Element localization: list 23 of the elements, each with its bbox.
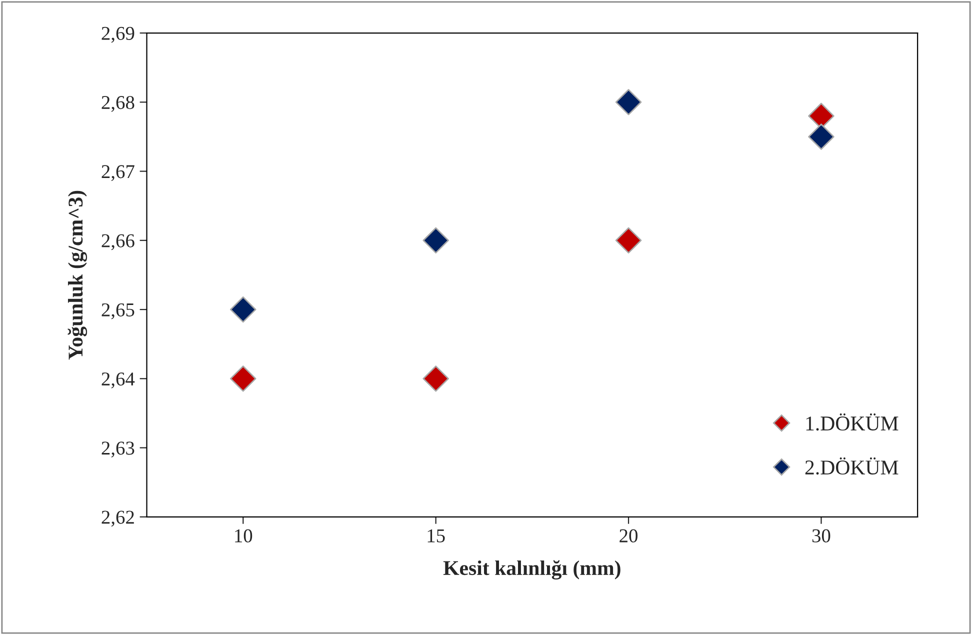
x-tick-label: 30 [812,529,830,542]
y-tick-label: 2,69 [102,26,134,43]
legend-label: 1.DÖKÜM [806,413,898,431]
point [422,366,449,392]
point [808,124,834,150]
point [422,227,449,254]
x-tick-label: 10 [235,529,252,542]
x-tick-label: 20 [620,529,638,542]
y-tick-label: 2,67 [102,165,134,182]
legend-label: 2.DÖKÜM [805,457,898,475]
y-tick-label: 2,62 [102,510,134,527]
x-axis-title: Kesit kalınlığı (mm) [443,560,620,580]
point [615,227,642,254]
x-tick-label: 15 [428,529,445,542]
y-axis-title: Yoğunluk (g/cm^3) [68,190,88,360]
y-tick-label: 2,68 [102,96,134,112]
y-tick-label: 2,63 [102,442,134,458]
y-tick-label: 2,65 [102,303,134,320]
point [230,366,256,392]
point [230,296,256,323]
point [615,89,642,116]
y-tick-label: 2,66 [102,234,134,250]
y-tick-label: 2,64 [102,372,135,388]
